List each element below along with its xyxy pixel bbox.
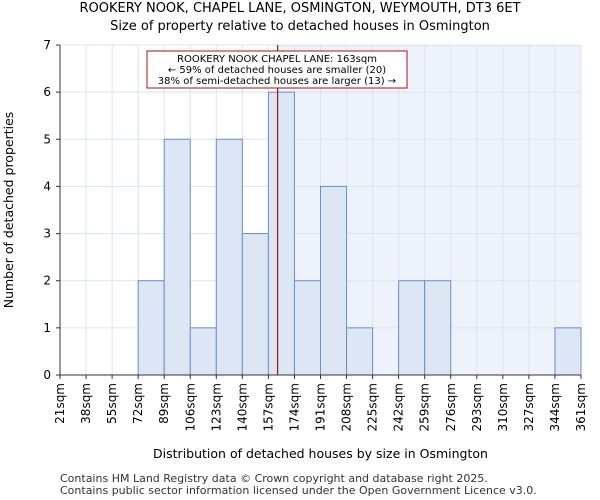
x-tick-label: 276sqm (444, 383, 458, 431)
histogram-bar (320, 185, 348, 376)
x-tick-label: 310sqm (496, 383, 510, 431)
x-tick-label: 344sqm (548, 383, 562, 431)
annotation-line-1: ROOKERY NOOK CHAPEL LANE: 163sqm (177, 54, 377, 65)
histogram-bar (215, 138, 243, 376)
x-tick-label: 21sqm (53, 383, 67, 424)
x-tick-label: 140sqm (235, 383, 249, 431)
y-tick-label: 4 (43, 179, 51, 193)
footer-copyright: Contains HM Land Registry data © Crown c… (60, 472, 488, 485)
histogram-bar (241, 233, 269, 376)
x-tick-label: 208sqm (340, 383, 354, 431)
histogram-bar (189, 327, 217, 376)
chart-title: ROOKERY NOOK, CHAPEL LANE, OSMINGTON, WE… (79, 1, 521, 16)
x-tick-label: 293sqm (470, 383, 484, 431)
histogram-bar (424, 280, 452, 376)
y-tick-label: 1 (43, 321, 51, 335)
x-axis-title: Distribution of detached houses by size … (153, 446, 488, 461)
annotation-line-2: ← 59% of detached houses are smaller (20… (168, 65, 386, 76)
y-axis-title: Number of detached properties (1, 112, 16, 309)
y-tick-label: 3 (43, 227, 51, 241)
histogram-bar (554, 327, 582, 376)
x-tick-label: 361sqm (574, 383, 588, 431)
x-tick-label: 123sqm (209, 383, 223, 431)
x-tick-label: 106sqm (183, 383, 197, 431)
histogram-bar (137, 280, 165, 376)
x-tick-label: 225sqm (366, 383, 380, 431)
x-tick-label: 242sqm (392, 383, 406, 431)
histogram-bar (163, 138, 191, 376)
histogram-bar (267, 91, 295, 376)
annotation-line-3: 38% of semi-detached houses are larger (… (158, 76, 396, 87)
annotation-box (146, 50, 408, 89)
y-tick-label: 2 (43, 274, 51, 288)
histogram-bar (346, 327, 374, 376)
histogram-bar (398, 280, 426, 376)
footer-licence: Contains public sector information licen… (60, 484, 537, 497)
x-tick-label: 38sqm (79, 383, 93, 424)
x-tick-label: 157sqm (261, 383, 275, 431)
y-tick-label: 7 (43, 38, 51, 52)
y-tick-label: 6 (43, 85, 51, 99)
x-tick-label: 327sqm (522, 383, 536, 431)
x-tick-label: 55sqm (105, 383, 119, 424)
histogram-chart: 0 1 2 3 4 5 6 7 21sqm 38sqm 55sqm 72sqm 89sqm 106sqm 1… (1, 38, 588, 461)
y-tick-label: 5 (43, 132, 51, 146)
x-tick-label: 89sqm (157, 383, 171, 424)
x-tick-label: 174sqm (287, 383, 301, 431)
y-tick-label: 0 (43, 368, 51, 382)
chart-subtitle: Size of property relative to detached ho… (110, 19, 490, 34)
x-tick-label: 259sqm (418, 383, 432, 431)
x-tick-label: 72sqm (131, 383, 145, 424)
x-tick-label: 191sqm (314, 383, 328, 431)
histogram-bar (293, 280, 322, 376)
